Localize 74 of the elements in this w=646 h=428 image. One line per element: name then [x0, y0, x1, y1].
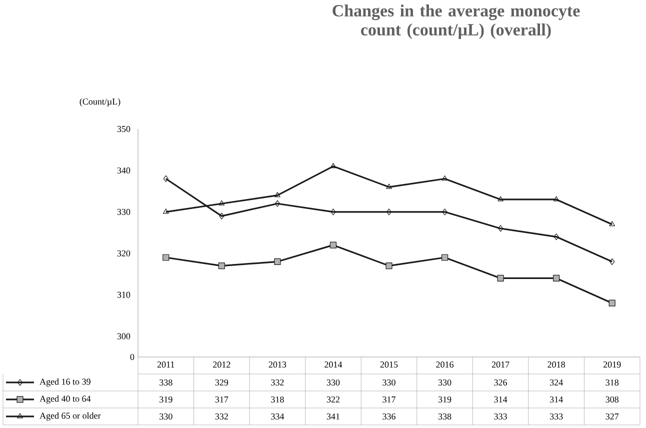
point	[608, 300, 616, 306]
point	[498, 196, 504, 202]
data-label: 338	[160, 379, 172, 386]
data-label: 317	[382, 396, 396, 403]
y-tick-label: 330	[117, 208, 130, 215]
point	[553, 274, 560, 282]
data-label: 308	[606, 396, 619, 403]
point	[163, 175, 168, 182]
point	[330, 163, 336, 168]
legend-label: Aged 40 to 64	[40, 395, 91, 404]
legend-label: Aged 65 or older	[40, 412, 101, 421]
data-label: 322	[326, 396, 340, 403]
data-label: 314	[494, 396, 508, 403]
point	[554, 233, 559, 240]
data-label: 329	[215, 379, 228, 386]
data-label: 333	[550, 413, 563, 420]
data-label: 327	[606, 413, 619, 420]
x-tick-label: 2016	[436, 362, 454, 368]
legend-label: Aged 16 to 39	[40, 378, 90, 387]
x-tick-label: 2011	[157, 362, 174, 368]
point	[330, 208, 336, 216]
x-tick-label: 2019	[603, 362, 621, 368]
y-tick-label: 300	[117, 333, 130, 340]
point	[386, 262, 392, 270]
data-label: 334	[271, 413, 284, 420]
y-axis-title: (Count/µL)	[80, 98, 120, 106]
x-tick-label: 2013	[268, 362, 286, 368]
data-label: 330	[438, 379, 452, 386]
point	[162, 208, 169, 214]
point	[274, 200, 280, 207]
data-label: 341	[326, 413, 340, 420]
data-label: 333	[494, 413, 507, 420]
point	[330, 242, 337, 248]
point	[609, 221, 615, 226]
data-label: 330	[382, 379, 396, 386]
point	[219, 212, 224, 220]
data-label: 326	[494, 379, 508, 386]
point	[442, 208, 448, 216]
chart-title: Changes in the average monocyte count (count/µL) (overall)	[332, 4, 580, 39]
x-tick-label: 2014	[324, 362, 342, 368]
point	[498, 225, 504, 232]
data-label: 318	[271, 396, 284, 403]
y-tick-label: 320	[117, 250, 130, 256]
data-label: 332	[215, 413, 228, 420]
x-tick-label: 2012	[213, 362, 230, 368]
data-label: 336	[382, 413, 396, 420]
point	[218, 262, 225, 270]
data-label: 319	[160, 396, 172, 403]
data-label: 330	[326, 379, 340, 386]
x-tick-label: 2018	[548, 362, 565, 368]
point	[553, 196, 560, 202]
point	[218, 200, 225, 206]
data-label: 332	[271, 379, 284, 386]
x-tick-label: 2017	[492, 362, 510, 368]
data-label: 338	[438, 413, 452, 420]
data-label: 314	[550, 396, 563, 403]
point	[441, 254, 448, 261]
data-label: 324	[550, 379, 563, 386]
point	[386, 208, 392, 216]
point	[497, 274, 504, 282]
y-tick-label: 340	[117, 167, 130, 174]
data-label: 318	[606, 379, 619, 386]
data-label: 317	[215, 396, 228, 403]
point	[162, 254, 170, 261]
data-label: 330	[160, 413, 172, 420]
y-tick-label: 310	[117, 292, 130, 298]
point	[274, 258, 281, 265]
point	[610, 258, 615, 265]
text: 0	[130, 354, 134, 360]
point	[386, 184, 392, 189]
x-tick-label: 2015	[380, 362, 398, 368]
y-tick-label: 350	[117, 126, 130, 132]
point	[274, 192, 280, 198]
data-label: 319	[438, 396, 452, 403]
